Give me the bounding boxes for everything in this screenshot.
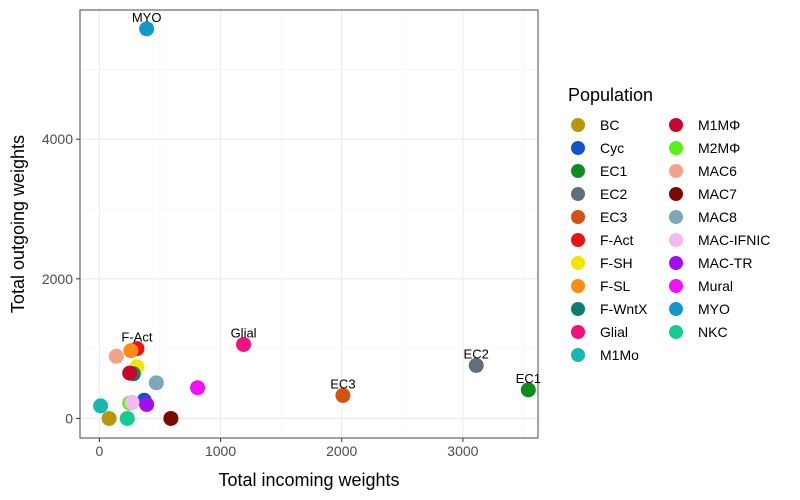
legend-key [669,118,683,132]
legend-key [669,279,683,293]
legend-key [571,256,585,270]
point-label: Glial [231,325,257,340]
legend-label: MAC7 [698,186,737,202]
data-point-mac-ifnic [124,394,140,410]
data-point-mac8 [148,375,164,391]
legend-title: Population [568,85,653,105]
legend-label: M1Mo [600,347,639,363]
legend-label: NKC [698,324,728,340]
legend-label: F-Act [600,232,634,248]
y-axis-title: Total outgoing weights [8,135,28,313]
x-tick-label: 1000 [205,443,236,459]
legend-key [571,348,585,362]
point-label: MYO [132,10,162,25]
legend-items: BC Cyc EC1 EC2 EC3 F-Act F-SH F-SL F-WntX Glial M1… [571,117,770,363]
legend: Population BC Cyc EC1 EC2 EC3 F-Act F-SH F-SL F-… [568,85,770,363]
legend-label: M1MΦ [698,117,740,133]
grid [80,10,538,438]
legend-label: MYO [698,301,730,317]
points [93,21,536,426]
point-labels: EC1 EC2 EC3 F-Act Glial MYO [121,10,541,392]
legend-key [571,141,585,155]
x-tick-label: 2000 [326,443,357,459]
legend-key [571,325,585,339]
legend-label: M2MΦ [698,140,740,156]
legend-label: EC3 [600,209,627,225]
data-point-mac6 [108,348,124,364]
legend-label: F-SH [600,255,633,271]
legend-label: F-SL [600,278,631,294]
point-label: EC2 [464,346,489,361]
data-point-mural [190,380,206,396]
legend-key [669,256,683,270]
legend-label: MAC6 [698,163,737,179]
point-label: EC3 [330,376,355,391]
data-point-mac7 [163,410,179,426]
data-point-m1mo [93,398,109,414]
data-point-myo [139,21,155,37]
legend-label: F-WntX [600,301,648,317]
legend-key [669,141,683,155]
data-point-m1mφ [122,365,138,381]
legend-label: MAC-IFNIC [698,232,770,248]
data-point-f-sl [123,343,139,359]
x-tick-label: 3000 [447,443,478,459]
plot-panel [79,9,539,439]
data-point-ec1 [520,382,536,398]
legend-key [571,279,585,293]
legend-label: EC1 [600,163,627,179]
legend-key [669,233,683,247]
legend-key [669,210,683,224]
data-point-ec2 [468,357,484,373]
legend-key [571,302,585,316]
legend-label: BC [600,117,619,133]
legend-key [669,302,683,316]
x-tick-label: 0 [95,443,103,459]
data-point-glial [236,336,252,352]
data-point-nkc [119,410,135,426]
legend-key [669,325,683,339]
legend-key [571,233,585,247]
x-axis-ticks: 0 1000 2000 3000 [95,438,479,459]
data-point-bc [101,410,117,426]
y-tick-label: 2000 [42,271,73,287]
legend-label: EC2 [600,186,627,202]
legend-label: Mural [698,278,733,294]
legend-key [571,187,585,201]
legend-label: MAC8 [698,209,737,225]
y-tick-label: 0 [65,410,73,426]
legend-key [571,164,585,178]
point-label: EC1 [516,371,541,386]
y-axis-ticks: 0 2000 4000 [42,131,80,426]
point-label: F-Act [121,330,152,345]
data-point-mac-tr [139,396,155,412]
x-axis-title: Total incoming weights [218,470,399,490]
legend-key [571,210,585,224]
legend-key [571,118,585,132]
data-point-ec3 [335,387,351,403]
y-tick-label: 4000 [42,131,73,147]
legend-label: MAC-TR [698,255,752,271]
legend-label: Cyc [600,140,624,156]
legend-key [669,187,683,201]
legend-key [669,164,683,178]
legend-label: Glial [600,324,628,340]
